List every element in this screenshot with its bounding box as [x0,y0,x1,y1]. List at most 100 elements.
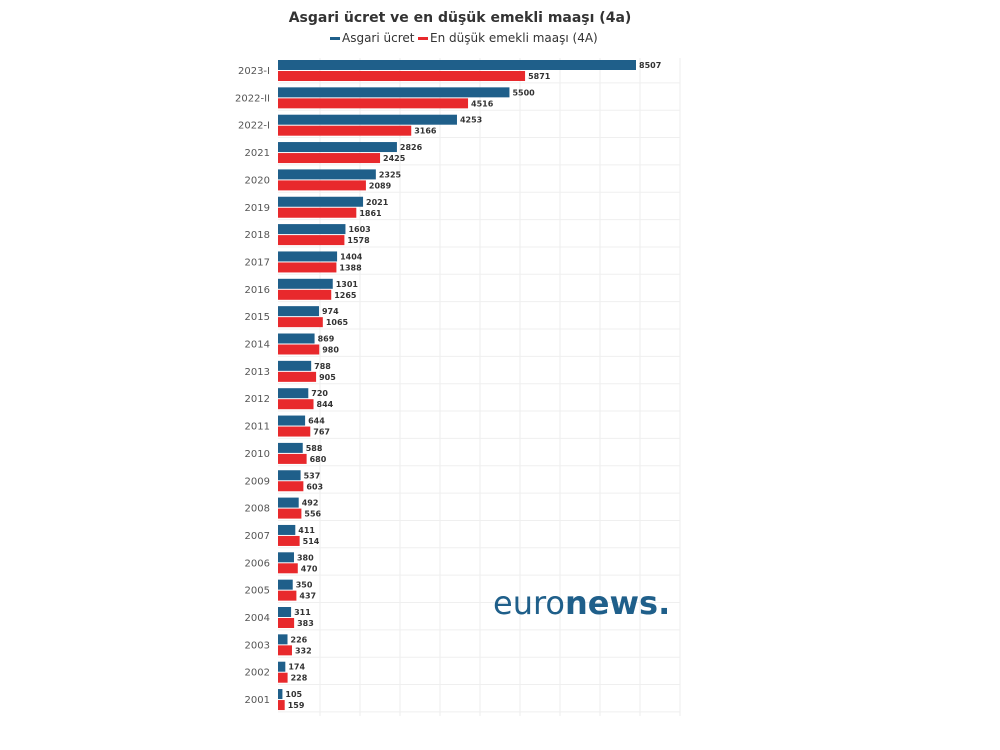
data-label: 514 [303,537,320,546]
data-label: 8507 [639,61,661,70]
category-label: 2014 [245,340,270,351]
data-label: 5871 [528,72,551,81]
bar-asgari-ucret [278,114,457,125]
bar-asgari-ucret [278,415,306,426]
data-label: 411 [298,526,315,535]
category-label: 2022-II [235,93,270,104]
data-label: 556 [304,510,321,519]
bar-emekli-maasi [278,371,317,382]
data-label: 2089 [369,181,392,190]
bar-emekli-maasi [278,563,298,574]
data-label: 1301 [336,280,359,289]
category-label: 2012 [245,394,270,405]
data-label: 3166 [414,127,437,136]
bar-emekli-maasi [278,180,366,191]
data-label: 1404 [340,252,363,261]
bar-asgari-ucret [278,333,315,344]
category-label: 2001 [245,695,270,706]
bar-asgari-ucret [278,142,397,153]
bar-emekli-maasi [278,672,288,683]
bar-emekli-maasi [278,426,311,437]
bar-asgari-ucret [278,278,333,289]
bar-asgari-ucret [278,87,510,98]
data-label: 226 [291,635,308,644]
data-label: 5500 [512,88,535,97]
legend-label-2: En düşük emekli maaşı (4A) [430,31,598,45]
legend-swatch-1 [330,37,340,40]
bar-emekli-maasi [278,399,314,410]
category-label: 2011 [245,422,270,433]
category-label: 2005 [245,586,270,597]
data-label: 2826 [400,143,423,152]
data-label: 869 [318,335,335,344]
bar-asgari-ucret [278,470,301,481]
bar-asgari-ucret [278,497,299,508]
bar-emekli-maasi [278,508,302,519]
data-label: 159 [288,701,305,710]
category-label: 2022-I [238,121,270,132]
category-label: 2016 [245,285,270,296]
bar-asgari-ucret [278,524,296,535]
data-label: 905 [319,373,336,382]
bar-emekli-maasi [278,289,332,300]
data-label: 1065 [326,318,349,327]
legend: Asgari ücret En düşük emekli maaşı (4A) [330,31,598,45]
data-label: 4253 [460,116,482,125]
bar-emekli-maasi [278,207,357,218]
bar-emekli-maasi [278,71,526,81]
data-label: 844 [317,400,334,409]
bar-asgari-ucret [278,251,338,262]
logo-dot: . [658,584,670,622]
data-label: 470 [301,564,318,573]
data-label: 105 [285,690,302,699]
bar-asgari-ucret [278,60,636,70]
legend-swatch-2 [418,37,428,40]
category-label: 2017 [245,257,270,268]
legend-label-1: Asgari ücret [342,31,415,45]
logo-euro: euro [493,584,565,622]
bar-emekli-maasi [278,700,285,711]
data-label: 603 [306,482,323,491]
bar-emekli-maasi [278,535,300,546]
bar-asgari-ucret [278,196,364,207]
category-label: 2007 [245,531,270,542]
data-label: 588 [306,444,323,453]
bar-asgari-ucret [278,388,309,399]
bar-emekli-maasi [278,98,469,109]
bar-emekli-maasi [278,618,295,628]
category-label: 2023-I [238,66,270,77]
bar-asgari-ucret [278,224,346,235]
bar-emekli-maasi [278,125,412,136]
data-label: 437 [299,592,316,601]
category-label: 2009 [245,476,270,487]
data-label: 2425 [383,154,406,163]
logo-news: news [565,584,658,622]
category-label: 2010 [245,449,270,460]
data-label: 537 [304,471,321,480]
bar-asgari-ucret [278,360,312,371]
data-label: 974 [322,307,339,316]
category-label: 2006 [245,558,270,569]
category-label: 2004 [245,613,270,624]
data-label: 1603 [348,225,370,234]
bar-asgari-ucret [278,579,293,590]
data-label: 767 [313,428,330,437]
data-label: 4516 [471,99,494,108]
data-label: 2021 [366,198,389,207]
data-label: 1578 [347,236,370,245]
data-label: 788 [314,362,331,371]
bar-asgari-ucret [278,552,294,563]
chart-title: Asgari ücret ve en düşük emekli maaşı (4… [289,10,632,26]
category-label: 2013 [245,367,270,378]
euronews-logo: euronews. [493,584,670,622]
bar-emekli-maasi [278,235,345,246]
bar-asgari-ucret [278,169,376,180]
bar-emekli-maasi [278,262,337,273]
data-label: 383 [297,619,314,628]
data-label: 2325 [379,170,402,179]
data-label: 311 [294,608,311,617]
data-label: 680 [310,455,327,464]
data-label: 380 [297,553,314,562]
category-label: 2015 [245,312,270,323]
